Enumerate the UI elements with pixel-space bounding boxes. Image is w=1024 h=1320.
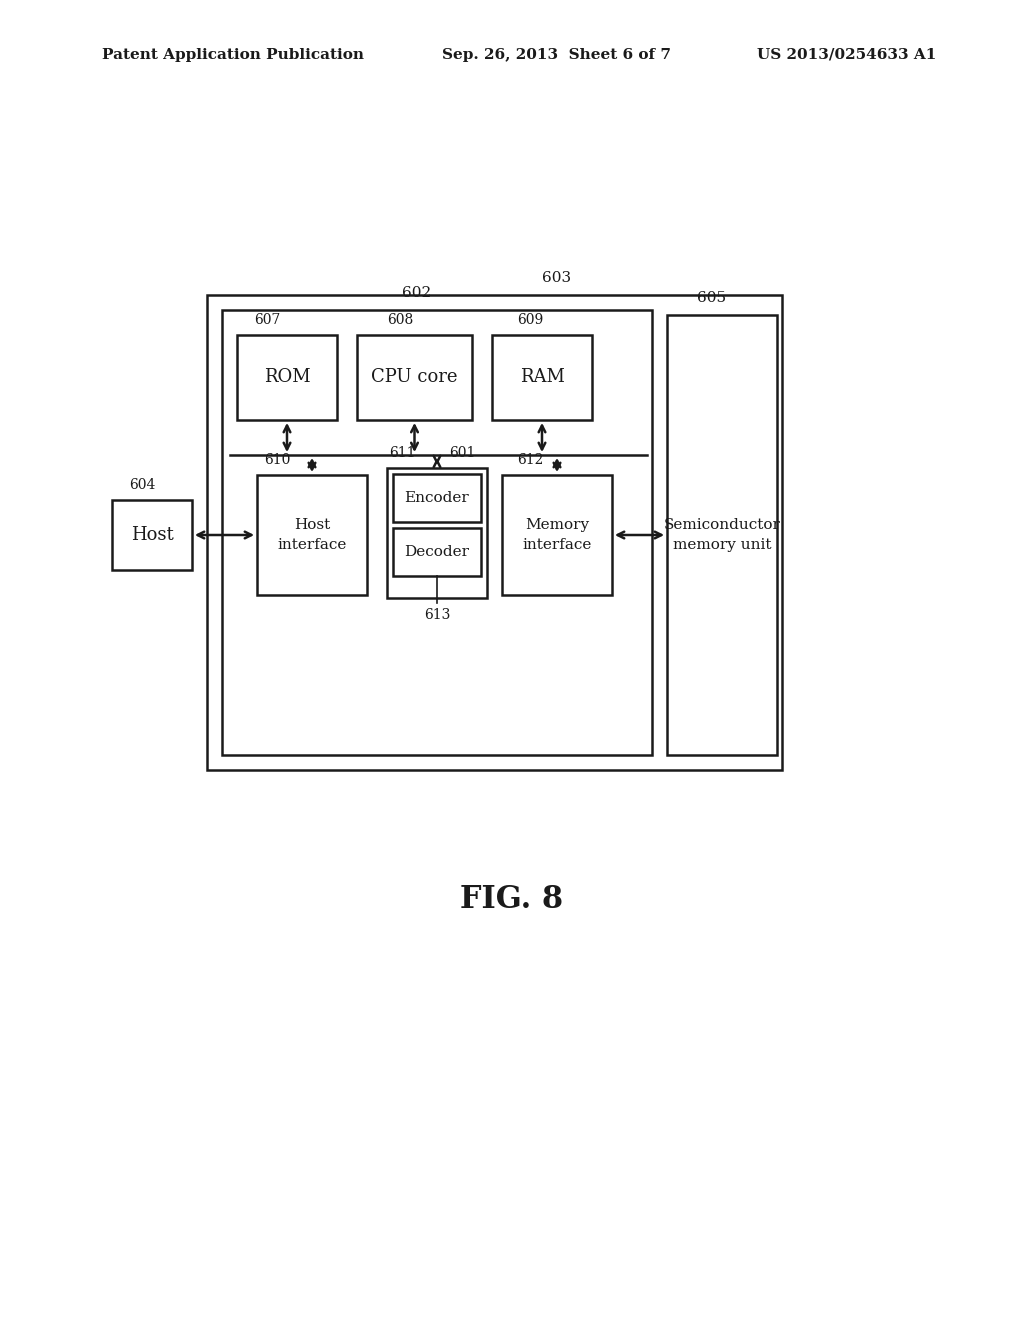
Text: 610: 610 [264,453,291,467]
Text: 607: 607 [254,313,281,327]
Text: 611: 611 [389,446,416,459]
Text: 613: 613 [424,609,451,622]
Text: Decoder: Decoder [404,545,469,558]
Bar [387,469,487,598]
Text: 605: 605 [697,290,727,305]
Text: Memory
interface: Memory interface [522,519,592,552]
Text: US 2013/0254633 A1: US 2013/0254633 A1 [757,48,936,62]
Bar [502,475,612,595]
Text: 601: 601 [449,446,475,459]
Text: Encoder: Encoder [404,491,469,506]
Bar [667,315,777,755]
Text: Patent Application Publication: Patent Application Publication [102,48,364,62]
Text: 612: 612 [517,453,544,467]
Bar [237,335,337,420]
Text: Semiconductor
memory unit: Semiconductor memory unit [664,517,780,552]
Text: 608: 608 [387,313,413,327]
Bar [393,528,481,576]
Text: CPU core: CPU core [372,368,458,387]
Text: RAM: RAM [519,368,564,387]
Text: 603: 603 [543,271,571,285]
Text: 609: 609 [517,313,543,327]
Text: 604: 604 [129,478,156,492]
Bar [207,294,782,770]
Text: FIG. 8: FIG. 8 [461,884,563,916]
Bar [222,310,652,755]
Text: Host: Host [131,525,173,544]
Bar [257,475,367,595]
Text: Host
interface: Host interface [278,519,347,552]
Bar [112,500,193,570]
Bar [492,335,592,420]
Text: 602: 602 [402,286,432,300]
Bar [357,335,472,420]
Text: Sep. 26, 2013  Sheet 6 of 7: Sep. 26, 2013 Sheet 6 of 7 [442,48,671,62]
Bar [393,474,481,521]
Text: ROM: ROM [264,368,310,387]
